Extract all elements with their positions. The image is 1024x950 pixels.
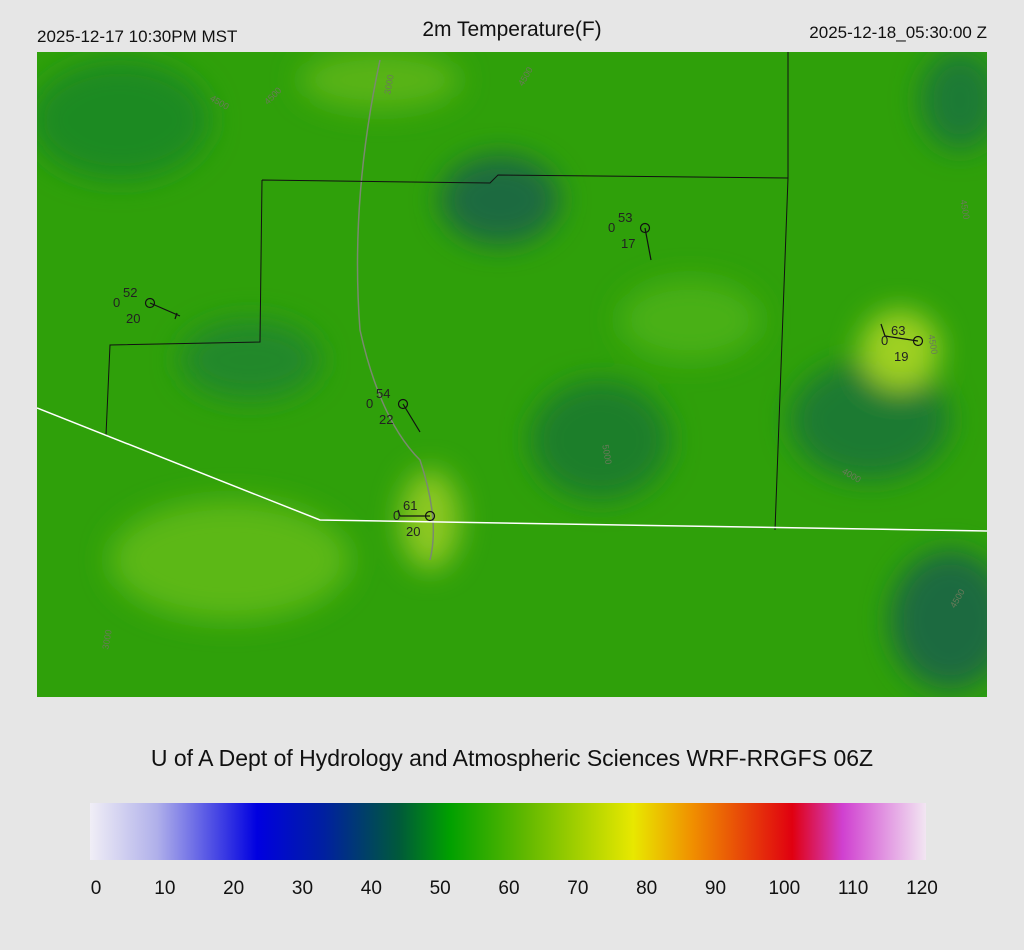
colorbar-tick-label: 20	[223, 878, 244, 899]
map-title: 2m Temperature(F)	[422, 18, 601, 41]
station-temperature: 61	[403, 498, 417, 513]
colorbar-tick-label: 90	[705, 878, 726, 899]
station-left-value: 0	[608, 220, 615, 235]
station-circle	[639, 222, 651, 234]
station-temperature: 54	[376, 386, 390, 401]
colorbar-tick-label: 110	[838, 878, 868, 899]
station-dewpoint: 22	[379, 412, 393, 427]
colorbar	[90, 803, 926, 860]
colorbar-tick-label: 0	[91, 878, 102, 899]
contour-label: 5000	[600, 444, 613, 465]
credit: U of A Dept of Hydrology and Atmospheric…	[151, 745, 873, 771]
contour-label: 4500	[958, 199, 971, 220]
colorbar-tick-label: 60	[498, 878, 519, 899]
temperature-field	[37, 52, 987, 690]
colorbar-tick-label: 40	[361, 878, 382, 899]
station-temperature: 52	[123, 285, 137, 300]
station-circle	[144, 297, 156, 309]
colorbar-tick-label: 70	[567, 878, 588, 899]
station-dewpoint: 17	[621, 236, 635, 251]
contour-label: 3000	[100, 629, 113, 650]
contour-label: 3000	[382, 74, 395, 95]
colorbar-tick-label: 100	[768, 878, 800, 899]
colorbar-tick-label: 30	[292, 878, 313, 899]
station-left-value: 0	[881, 333, 888, 348]
wind-barbs	[149, 227, 919, 517]
colorbar-tick-label: 80	[636, 878, 657, 899]
colorbar-ticks: 0 10 20 30 40 50 60 70 80 90 100 110 120	[91, 878, 938, 899]
station-left-value: 0	[393, 508, 400, 523]
station-left-value: 0	[366, 396, 373, 411]
station-dewpoint: 20	[406, 524, 420, 539]
local-time: 2025-12-17 10:30PM MST	[37, 27, 237, 46]
utc-time: 2025-12-18_05:30:00 Z	[809, 23, 987, 42]
colorbar-tick-label: 50	[430, 878, 451, 899]
colorbar-tick-label: 10	[154, 878, 175, 899]
station-dewpoint: 19	[894, 349, 908, 364]
county-boundary	[105, 52, 789, 531]
station-temperature: 63	[891, 323, 905, 338]
station-dewpoint: 20	[126, 311, 140, 326]
station-temperature: 53	[618, 210, 632, 225]
station-circle	[912, 335, 924, 347]
station-left-value: 0	[113, 295, 120, 310]
station-circle	[424, 510, 436, 522]
contour-label: 4500	[926, 334, 939, 355]
station-circle	[397, 398, 409, 410]
state-boundary	[37, 407, 987, 532]
colorbar-tick-label: 120	[906, 878, 938, 899]
